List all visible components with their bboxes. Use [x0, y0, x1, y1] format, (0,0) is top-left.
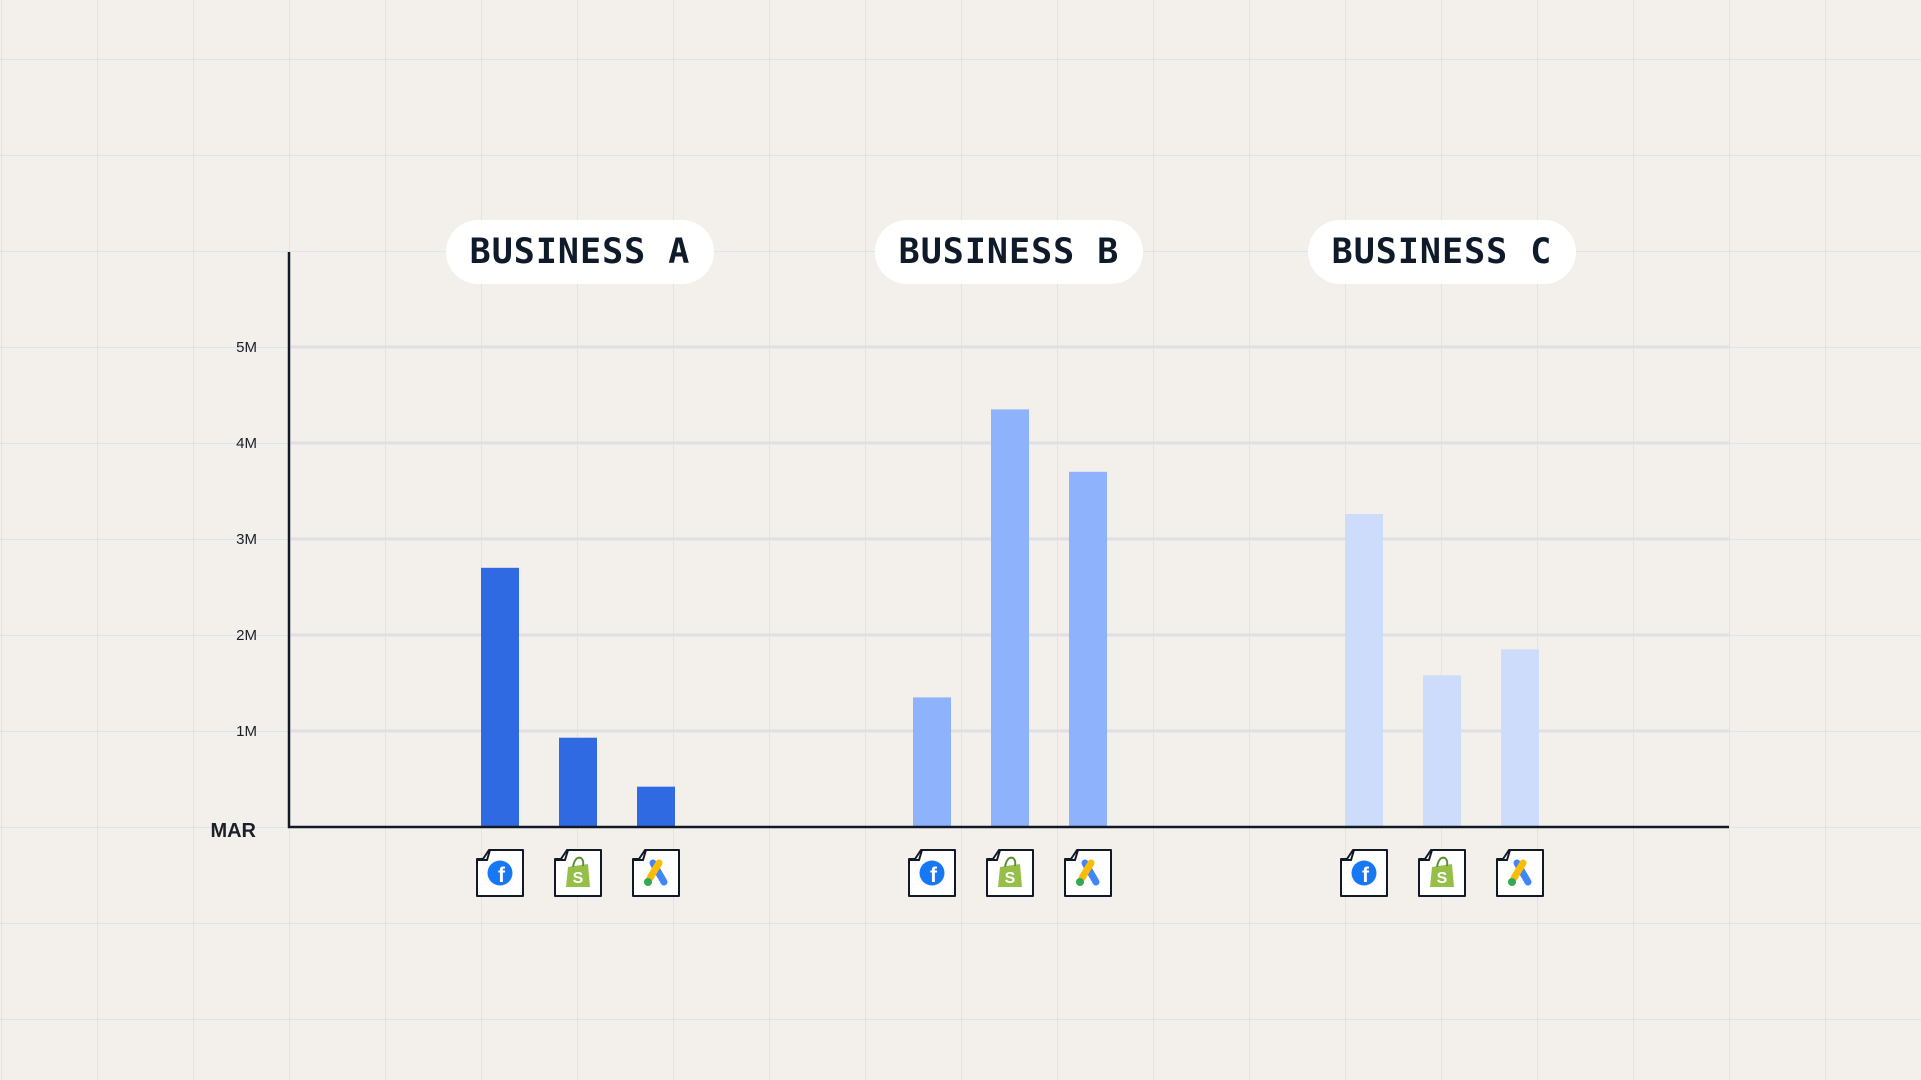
y-tick-label: 1M: [236, 723, 257, 740]
y-tick-labels: 1M 2M 3M 4M 5M: [236, 339, 257, 740]
group-label-business-b: BUSINESS B: [875, 220, 1143, 284]
bar-business-a-google-ads: [637, 786, 675, 827]
bar-business-c-shopify: [1423, 675, 1461, 827]
shopify-icon: S: [1418, 849, 1466, 897]
facebook-icon: f: [476, 849, 524, 897]
svg-text:f: f: [930, 864, 938, 887]
svg-text:f: f: [1362, 864, 1370, 887]
svg-text:f: f: [498, 864, 506, 887]
svg-text:S: S: [1005, 870, 1016, 887]
shopify-icon: S: [554, 849, 602, 897]
bar-business-a-facebook: [481, 567, 519, 827]
y-tick-label: 5M: [236, 339, 257, 356]
y-tick-label: 2M: [236, 627, 257, 644]
bar-business-c-google-ads: [1501, 649, 1539, 827]
x-axis-label: MAR: [210, 820, 256, 842]
facebook-icon: f: [1340, 849, 1388, 897]
y-tick-label: 3M: [236, 531, 257, 548]
bar-business-b-shopify: [991, 409, 1029, 827]
svg-text:S: S: [573, 870, 584, 887]
group-label-business-a: BUSINESS A: [446, 220, 714, 284]
svg-text:S: S: [1437, 870, 1448, 887]
google-ads-icon: [1496, 849, 1544, 897]
shopify-icon: S: [986, 849, 1034, 897]
bars: [481, 409, 1539, 827]
facebook-icon: f: [908, 849, 956, 897]
bar-business-a-shopify: [559, 737, 597, 827]
google-ads-icon: [632, 849, 680, 897]
bar-business-b-google-ads: [1069, 471, 1107, 827]
y-tick-label: 4M: [236, 435, 257, 452]
group-label-business-c: BUSINESS C: [1308, 220, 1576, 284]
google-ads-icon: [1064, 849, 1112, 897]
bar-business-b-facebook: [913, 697, 951, 827]
bar-business-c-facebook: [1345, 514, 1383, 827]
